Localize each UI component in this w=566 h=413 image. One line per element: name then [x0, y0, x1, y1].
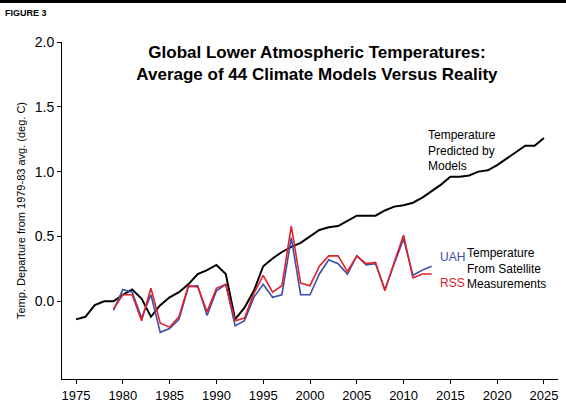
svg-text:1980: 1980: [108, 388, 137, 403]
svg-text:TemperaturePredicted byModels: TemperaturePredicted byModels: [428, 128, 496, 173]
svg-text:2020: 2020: [483, 388, 512, 403]
svg-text:1995: 1995: [249, 388, 278, 403]
svg-text:1990: 1990: [202, 388, 231, 403]
svg-text:FIGURE 3: FIGURE 3: [5, 8, 47, 18]
svg-text:1.0: 1.0: [35, 164, 55, 180]
svg-text:Global Lower Atmospheric Tempe: Global Lower Atmospheric Temperatures:Av…: [136, 43, 498, 84]
svg-text:2010: 2010: [389, 388, 418, 403]
svg-text:2025: 2025: [529, 388, 558, 403]
svg-text:UAH: UAH: [440, 250, 465, 264]
svg-text:0.5: 0.5: [35, 228, 55, 244]
svg-text:2000: 2000: [296, 388, 325, 403]
svg-text:2.0: 2.0: [35, 34, 55, 50]
svg-text:1985: 1985: [155, 388, 184, 403]
svg-text:0.0: 0.0: [35, 293, 55, 309]
svg-text:1.5: 1.5: [35, 99, 55, 115]
svg-text:TemperatureFrom SatelliteMeasu: TemperatureFrom SatelliteMeasurements: [467, 246, 546, 291]
svg-text:2005: 2005: [342, 388, 371, 403]
svg-text:2015: 2015: [436, 388, 465, 403]
svg-text:RSS: RSS: [440, 276, 465, 290]
svg-text:Temp. Departure from 1979-83 a: Temp. Departure from 1979-83 avg. (deg. …: [15, 102, 27, 319]
svg-text:1975: 1975: [62, 388, 91, 403]
